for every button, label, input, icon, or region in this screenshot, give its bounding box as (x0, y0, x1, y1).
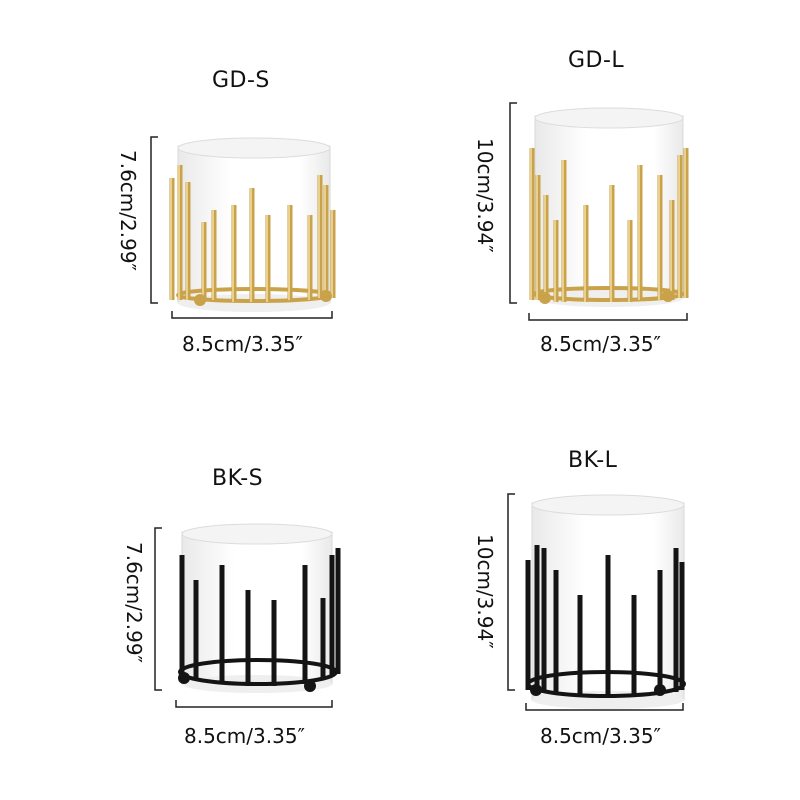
width-dimension-line (528, 313, 688, 321)
width-dimension-line (175, 700, 333, 708)
product-code: GD-L (568, 48, 625, 73)
stand-foot (194, 294, 206, 306)
pot-illustration-gd-s (150, 136, 336, 319)
cup-rim (177, 137, 331, 159)
height-label: 10cm/3.94″ (473, 534, 497, 649)
pot-illustration-gd-l (509, 102, 689, 321)
width-dimension-line (525, 703, 684, 711)
width-label: 8.5cm/3.35″ (540, 724, 662, 748)
stand-foot (320, 290, 332, 302)
height-dimension-line (150, 136, 158, 304)
width-label: 8.5cm/3.35″ (184, 724, 306, 748)
pot-illustration-bk-s (154, 523, 341, 708)
stand-foot (304, 680, 316, 692)
width-dimension-line (171, 311, 333, 319)
height-dimension-line (507, 493, 515, 691)
cup-rim (531, 494, 685, 516)
product-gd-l: GD-L 10cm/3.94″ 8.5cm/3.35″ (473, 48, 689, 356)
product-bk-s: BK-S 7.6cm/2.99″ 8.5cm/3.35″ (122, 466, 341, 748)
stand-foot (178, 672, 190, 684)
stand-foot (662, 290, 674, 302)
stand-foot (654, 684, 666, 696)
width-label: 8.5cm/3.35″ (182, 332, 304, 356)
stand-foot (530, 684, 542, 696)
height-dimension-line (154, 527, 162, 691)
cup-rim (534, 107, 684, 129)
product-code: GD-S (212, 68, 270, 93)
product-code: BK-L (568, 448, 618, 473)
cup-rim (181, 523, 333, 545)
width-label: 8.5cm/3.35″ (540, 332, 662, 356)
product-code: BK-S (212, 466, 264, 491)
product-gd-s: GD-S 7.6cm/2.99″ 8.5cm/3.35″ (0, 0, 400, 400)
height-dimension-line (509, 102, 517, 304)
stand-foot (539, 292, 551, 304)
